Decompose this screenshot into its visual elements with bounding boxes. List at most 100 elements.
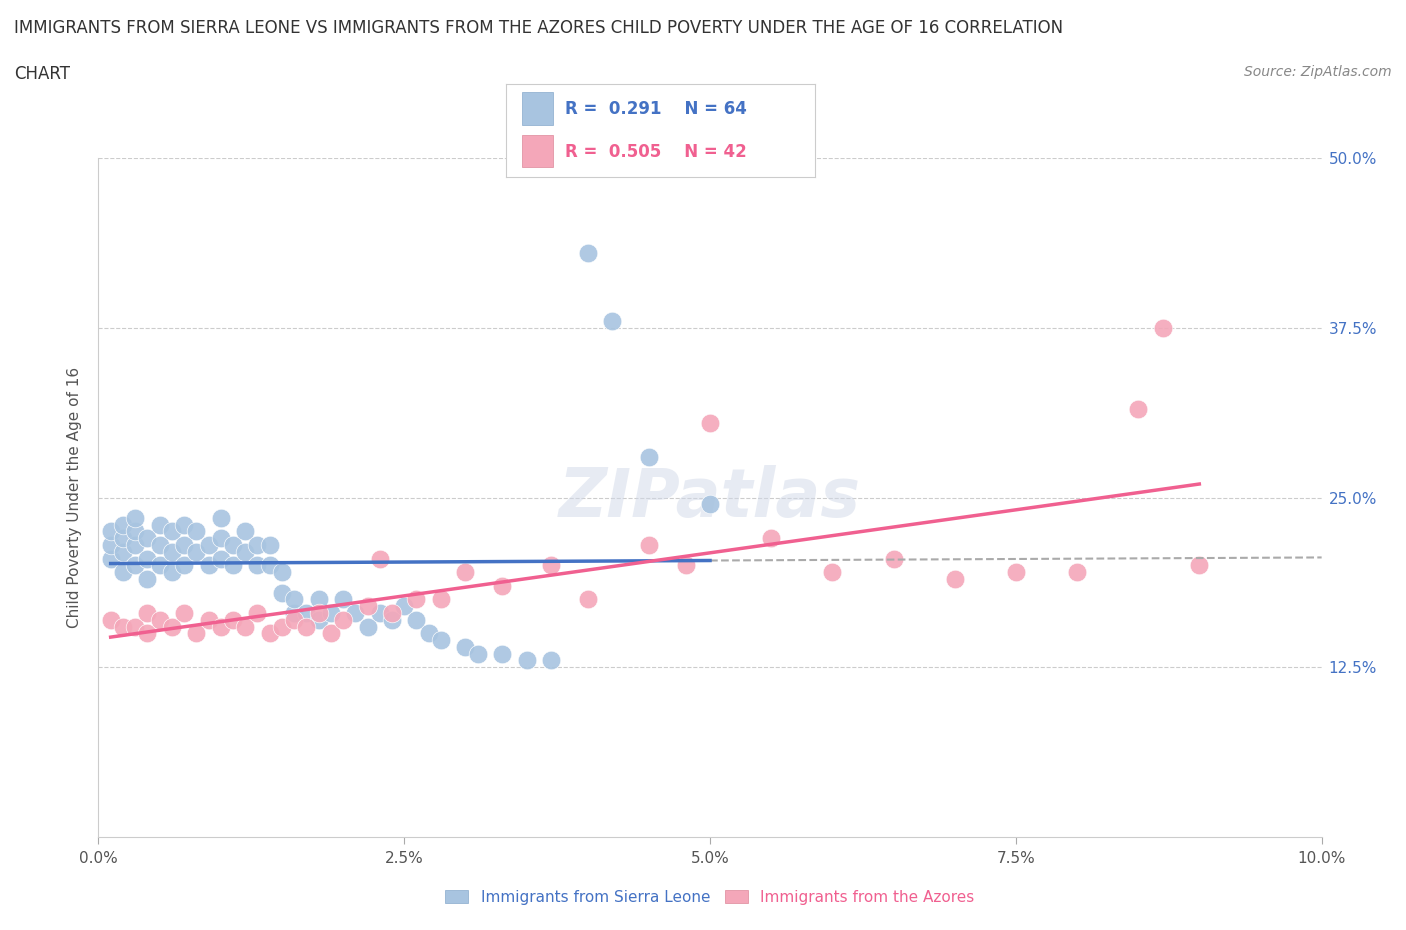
Point [124,511,146,525]
Point [259,558,281,573]
Point [222,558,245,573]
Point [1188,558,1211,573]
Point [883,551,905,566]
Point [209,619,232,634]
Point [246,558,269,573]
Point [308,592,330,607]
Point [186,626,208,641]
Point [136,626,159,641]
Point [160,525,183,539]
Point [381,605,404,620]
Point [111,531,134,546]
Point [173,517,195,532]
Point [344,605,367,620]
Point [233,525,256,539]
Point [467,646,489,661]
Text: Source: ZipAtlas.com: Source: ZipAtlas.com [1244,65,1392,79]
Point [283,605,305,620]
Point [270,585,292,600]
Point [149,517,172,532]
Point [186,544,208,559]
Point [173,605,195,620]
Y-axis label: Child Poverty Under the Age of 16: Child Poverty Under the Age of 16 [67,367,83,628]
Point [308,605,330,620]
Bar [522,135,553,167]
Point [160,619,183,634]
Point [259,538,281,552]
Point [100,525,122,539]
Point [356,619,378,634]
Point [319,626,342,641]
Point [454,640,477,655]
Point [637,449,661,464]
Point [209,531,232,546]
Point [295,619,318,634]
Point [100,551,122,566]
Point [430,592,453,607]
Point [405,592,427,607]
Text: R =  0.505    N = 42: R = 0.505 N = 42 [565,142,747,161]
Point [675,558,697,573]
Point [197,538,219,552]
Point [209,551,232,566]
Text: R =  0.291    N = 64: R = 0.291 N = 64 [565,100,747,118]
Point [1004,565,1026,579]
Point [270,565,292,579]
Point [418,626,440,641]
Point [576,246,599,260]
Point [759,531,782,546]
Point [430,632,453,647]
Point [149,558,172,573]
Point [160,565,183,579]
Point [222,538,245,552]
Point [637,538,661,552]
Point [186,525,208,539]
Point [100,612,122,627]
Point [540,558,562,573]
Point [100,538,122,552]
Point [308,612,330,627]
Legend: Immigrants from Sierra Leone, Immigrants from the Azores: Immigrants from Sierra Leone, Immigrants… [439,884,981,910]
Point [233,619,256,634]
Point [246,538,269,552]
Point [1152,320,1174,336]
Point [160,544,183,559]
Point [124,619,146,634]
Point [283,592,305,607]
Point [332,592,354,607]
Point [454,565,477,579]
Point [600,313,623,328]
Point [821,565,844,579]
Point [356,599,378,614]
Text: CHART: CHART [14,65,70,83]
Point [270,619,292,634]
Point [222,612,245,627]
Point [111,544,134,559]
Point [405,612,427,627]
Point [283,612,305,627]
Point [136,605,159,620]
Point [111,565,134,579]
Point [209,511,232,525]
Text: IMMIGRANTS FROM SIERRA LEONE VS IMMIGRANTS FROM THE AZORES CHILD POVERTY UNDER T: IMMIGRANTS FROM SIERRA LEONE VS IMMIGRAN… [14,19,1063,36]
Text: ZIPatlas: ZIPatlas [560,465,860,530]
Point [197,558,219,573]
Point [197,612,219,627]
Point [246,605,269,620]
Point [173,558,195,573]
Point [491,578,513,593]
Point [111,517,134,532]
Point [491,646,513,661]
Point [124,525,146,539]
Point [540,653,562,668]
Point [576,592,599,607]
Point [136,531,159,546]
Point [368,551,391,566]
Point [124,558,146,573]
Point [1066,565,1088,579]
Point [136,551,159,566]
Point [295,605,318,620]
Point [332,612,354,627]
Point [319,605,342,620]
Bar [522,92,553,125]
